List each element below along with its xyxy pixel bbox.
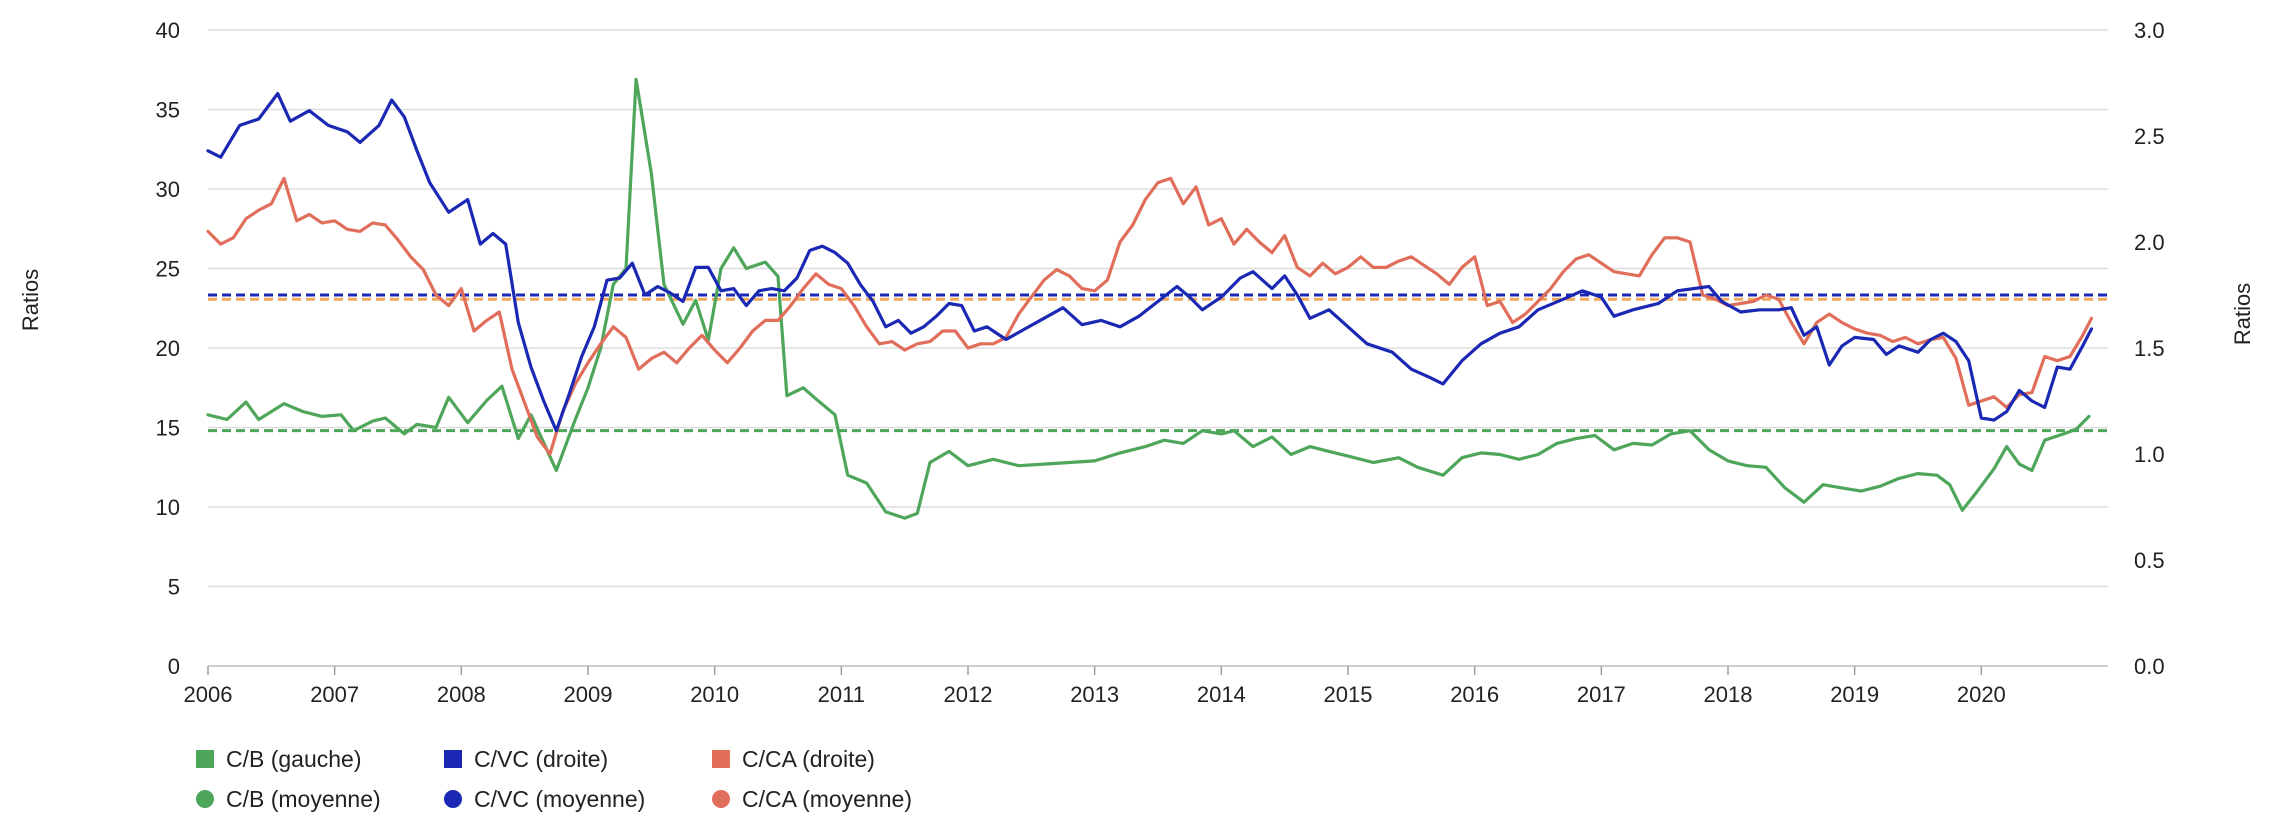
y-right-tick-label: 1.5 <box>2134 336 2165 361</box>
series-line-c-ca-droite- <box>206 176 2094 456</box>
x-axis: 2006 2007 2008 2009 2010 2011 2012 2013 2014 2015… <box>184 666 2006 707</box>
y-left-tick-label: 0 <box>168 654 180 679</box>
legend-swatch-circle <box>196 790 214 808</box>
x-tick-label: 2011 <box>818 682 865 707</box>
x-tick-label: 2008 <box>437 682 486 707</box>
legend-swatch-square <box>444 750 462 768</box>
legend-label: C/VC (droite) <box>474 746 608 772</box>
y-axis-right: 0.0 0.5 1.0 1.5 2.0 2.5 3.0 <box>2134 18 2165 679</box>
y-right-tick-label: 0.5 <box>2134 548 2165 573</box>
x-tick-label: 2013 <box>1070 682 1119 707</box>
y-right-tick-label: 0.0 <box>2134 654 2165 679</box>
x-tick-label: 2017 <box>1577 682 1626 707</box>
y-right-tick-label: 2.5 <box>2134 124 2165 149</box>
y-right-tick-label: 1.0 <box>2134 442 2165 467</box>
x-tick-label: 2020 <box>1957 682 2006 707</box>
x-tick-label: 2009 <box>564 682 613 707</box>
series-line-c-vc-droite- <box>206 92 2094 433</box>
series-lines <box>206 77 2094 520</box>
series-line-c-b-gauche- <box>206 77 2091 520</box>
legend-swatch-square <box>196 750 214 768</box>
y-axis-left: 0 5 10 15 20 25 30 35 40 <box>156 18 180 679</box>
y-left-tick-label: 40 <box>156 18 180 43</box>
legend-label: C/CA (droite) <box>742 746 875 772</box>
legend-swatch-square <box>712 750 730 768</box>
legend-label: C/CA (moyenne) <box>742 786 912 812</box>
mean-lines <box>208 293 2108 433</box>
y-axis-right-title: Ratios <box>2230 283 2255 345</box>
x-tick-label: 2019 <box>1830 682 1879 707</box>
x-tick-label: 2016 <box>1450 682 1499 707</box>
y-left-tick-label: 15 <box>156 416 180 441</box>
x-tick-label: 2006 <box>184 682 233 707</box>
y-right-tick-label: 3.0 <box>2134 18 2165 43</box>
legend-label: C/VC (moyenne) <box>474 786 645 812</box>
y-left-tick-label: 20 <box>156 336 180 361</box>
legend-swatch-circle <box>712 790 730 808</box>
y-left-tick-label: 5 <box>168 575 180 600</box>
legend-label: C/B (gauche) <box>226 746 362 772</box>
x-tick-label: 2015 <box>1324 682 1373 707</box>
legend: C/B (gauche) C/VC (droite) C/CA (droite) C/… <box>196 746 912 812</box>
y-left-tick-label: 10 <box>156 495 180 520</box>
y-left-tick-label: 35 <box>156 98 180 123</box>
x-tick-label: 2010 <box>690 682 739 707</box>
x-tick-label: 2012 <box>944 682 993 707</box>
legend-swatch-circle <box>444 790 462 808</box>
x-tick-label: 2018 <box>1704 682 1753 707</box>
y-right-tick-label: 2.0 <box>2134 230 2165 255</box>
y-axis-left-title: Ratios <box>18 269 43 331</box>
x-tick-label: 2007 <box>310 682 359 707</box>
x-tick-label: 2014 <box>1197 682 1246 707</box>
y-left-tick-label: 25 <box>156 257 180 282</box>
legend-label: C/B (moyenne) <box>226 786 381 812</box>
y-left-tick-label: 30 <box>156 177 180 202</box>
